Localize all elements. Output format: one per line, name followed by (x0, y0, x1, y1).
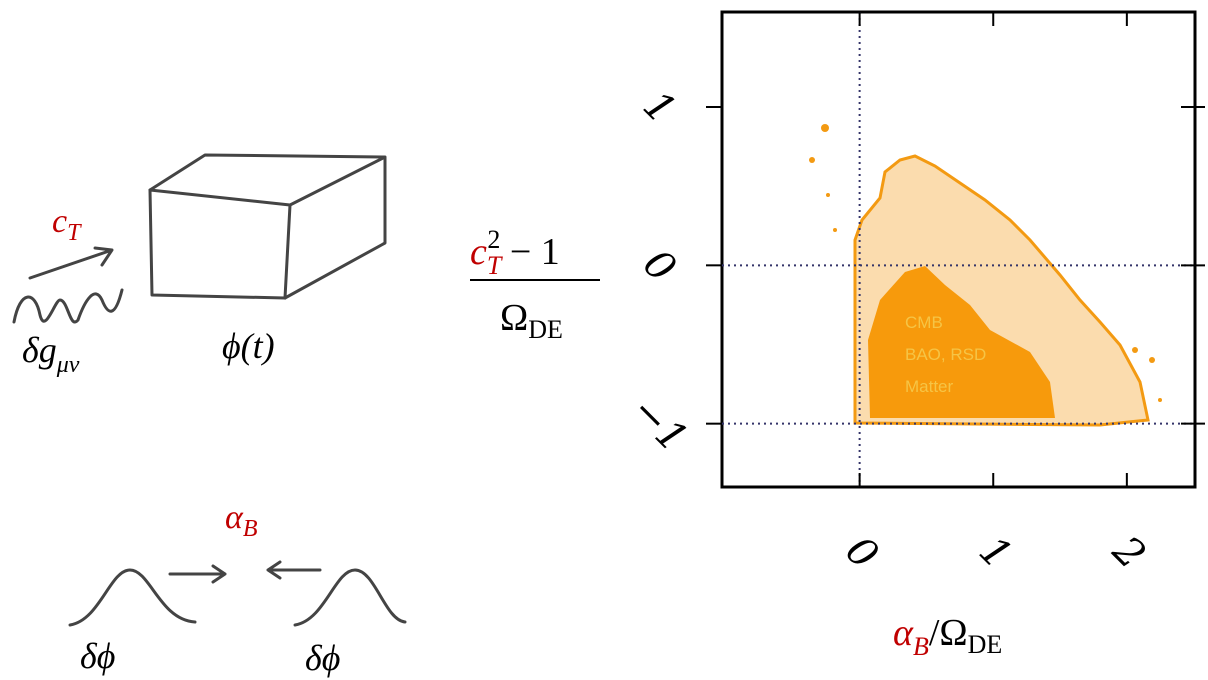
base: Ω (500, 297, 528, 339)
arrow (30, 248, 112, 278)
y-label-numerator: cT2 − 1 (470, 225, 560, 280)
y-tick-label: 0 (634, 241, 685, 292)
base: α (893, 612, 914, 654)
sup: 2 (487, 225, 500, 254)
arrow-right (170, 566, 225, 582)
sub: B (913, 632, 929, 661)
y-tick-label: 1 (634, 82, 685, 133)
dphi-left: δϕ (80, 636, 115, 676)
x-tick-label: 0 (836, 528, 887, 579)
dphi-right: δϕ (305, 638, 340, 678)
base: c (52, 203, 67, 240)
base: δg (22, 330, 57, 370)
bump-left (70, 570, 195, 625)
metric-label: δgμν (22, 330, 80, 378)
x-tick-label: 1 (970, 528, 1021, 579)
sub: DE (528, 315, 563, 344)
page: cT δgμν ϕ(t) αB δϕ δϕ cT2 − 1 ΩDE αB/ΩDE… (0, 0, 1208, 680)
c-t-label: cT (52, 203, 82, 246)
region-label: BAO, RSD (905, 345, 986, 364)
alpha-b-label: αB (225, 499, 258, 542)
sub: T (67, 220, 82, 246)
rest-sub: DE (968, 630, 1003, 659)
box-front (150, 190, 290, 298)
y-tick-label: −1 (622, 387, 696, 461)
base: c (470, 231, 487, 273)
region-label: CMB (905, 313, 943, 332)
sub: μν (56, 352, 80, 378)
x-tick-label: 2 (1103, 527, 1154, 578)
sub: B (243, 516, 258, 542)
rest: − 1 (500, 231, 559, 273)
bump-right (295, 570, 405, 625)
base: α (225, 499, 244, 536)
phi-label: ϕ(t) (222, 326, 275, 366)
arrow-left (268, 562, 320, 578)
wave (14, 290, 122, 322)
region-label: Matter (905, 377, 954, 396)
box-side (150, 155, 385, 298)
y-label-denominator: ΩDE (500, 297, 563, 344)
x-label: αB/ΩDE (893, 612, 1002, 661)
rest: /Ω (929, 612, 968, 654)
